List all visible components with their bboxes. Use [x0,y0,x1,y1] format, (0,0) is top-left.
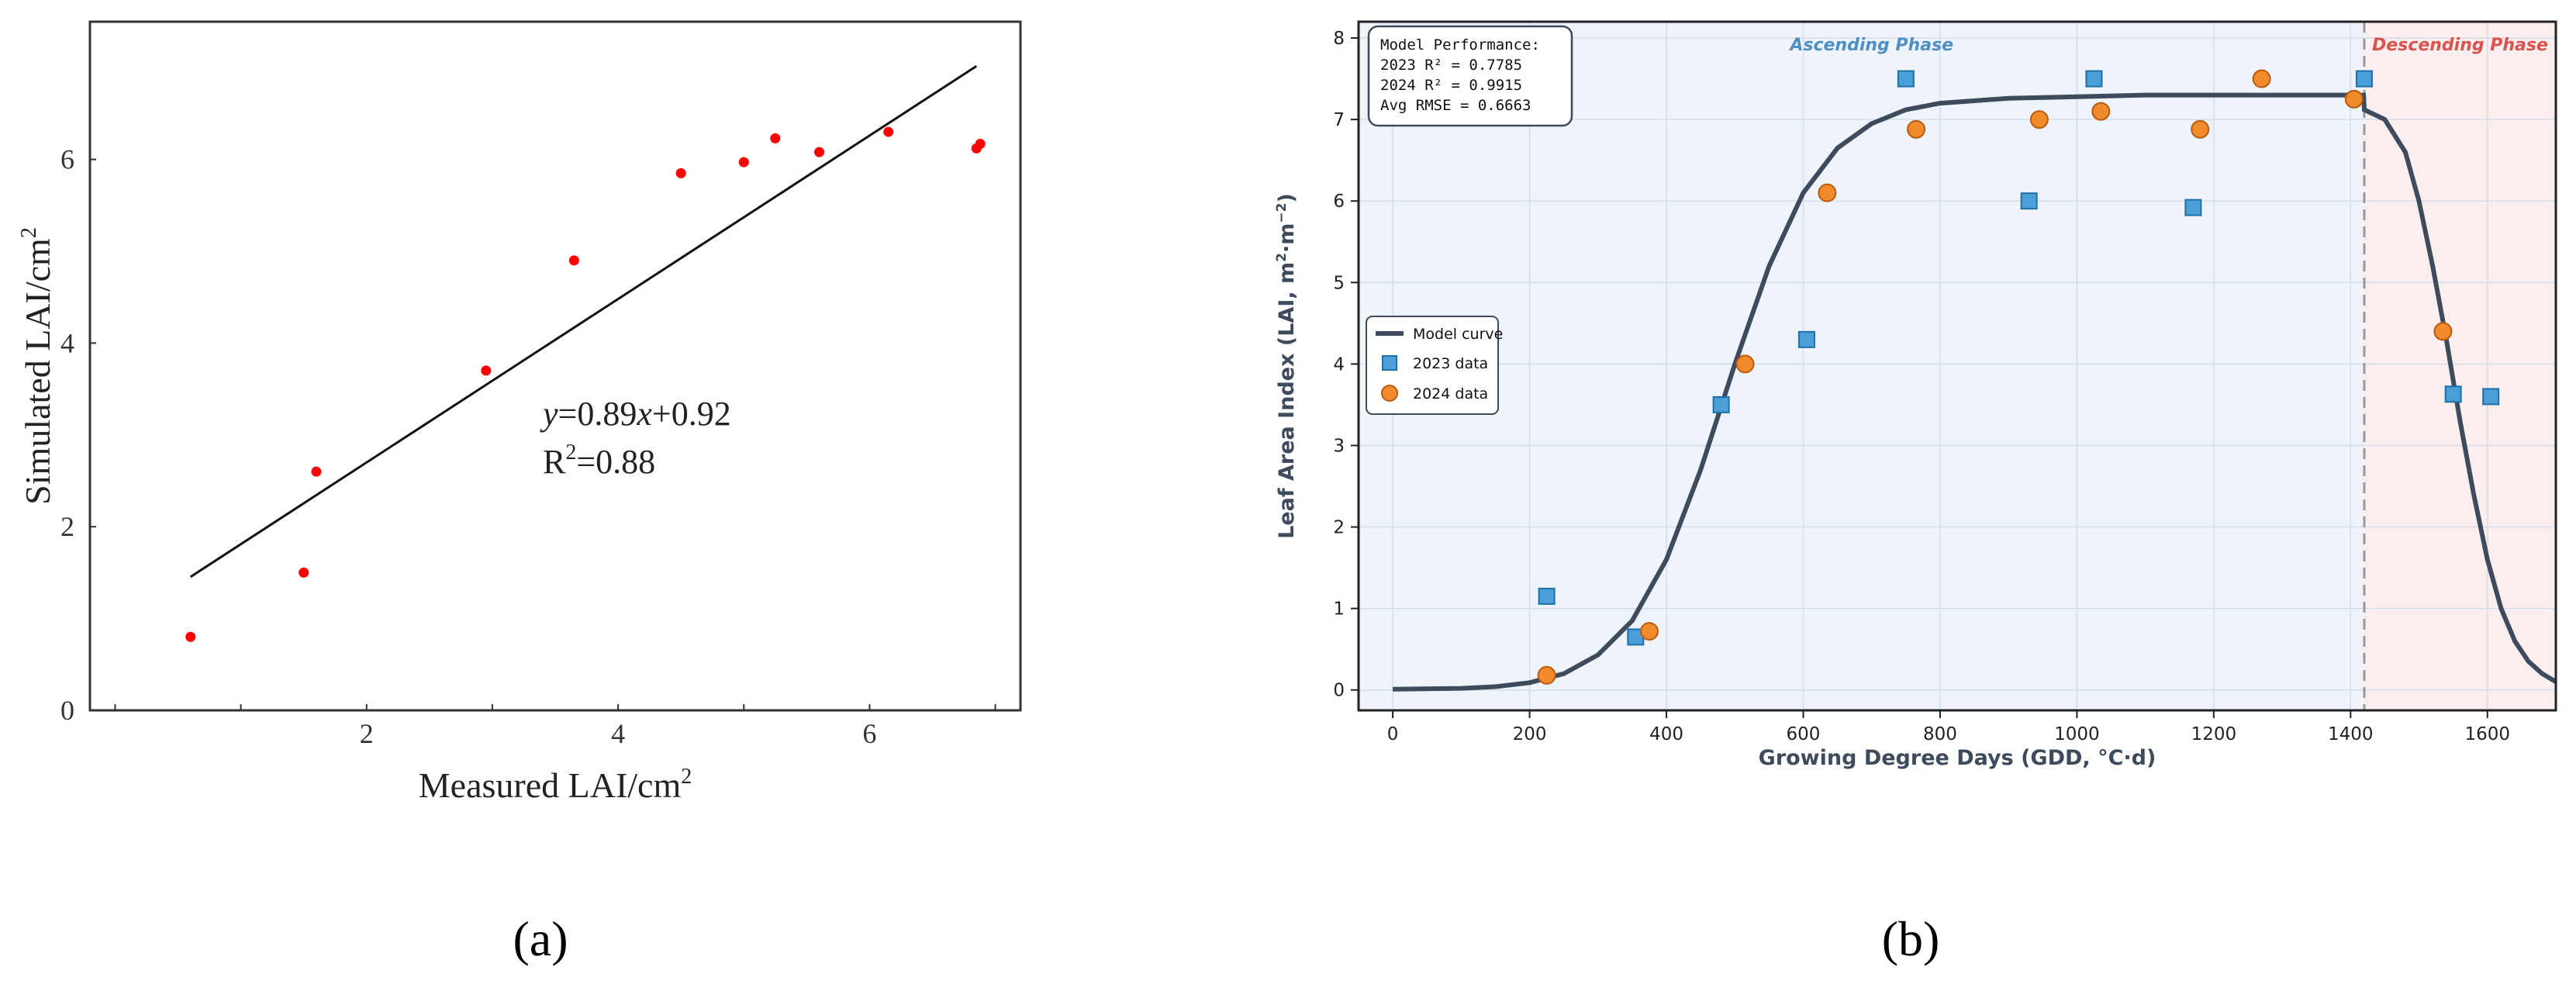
data-point [738,157,749,168]
marker-2023 [1712,396,1730,413]
panel-a-x-axis-label: Measured LAI/cm2 [419,765,692,805]
series-2023-markers [1538,70,2500,646]
data-point [311,466,322,477]
marker-2024 [1735,354,1755,374]
stats-avg-rmse: Avg RMSE = 0.6663 [1380,97,1531,114]
marker-2024 [1907,119,1926,139]
series-2024-markers [1537,69,2453,685]
stats-title: Model Performance: [1380,36,1540,54]
y-tick-label: 6 [60,144,74,175]
panel-b-ticks [1351,37,2488,718]
marker-2023 [2355,70,2373,88]
y-tick-label: 8 [1333,29,1345,49]
y-tick-label: 6 [1333,192,1345,212]
panel-b: 0 200 400 600 800 1000 1200 1400 1600 0 1 2 3 4 5 6 7 8 A… [1274,20,2557,966]
panel-a-fit-line [189,64,978,579]
x-tick-label: 200 [1513,724,1547,744]
marker-2024 [2029,110,2049,130]
panel-a: 2 4 6 0 2 4 6 y=0.89x+0.92 R2=0.88 Measured LA… [17,20,1022,966]
data-point [883,126,894,137]
marker-2024 [2091,102,2111,121]
marker-2023 [2184,199,2202,216]
x-tick-label: 1600 [2464,724,2510,744]
data-point [770,133,781,143]
marker-2024 [2344,89,2364,109]
panel-a-axes-frame [88,20,1022,712]
panel-a-fit-equation: y=0.89x+0.92 [540,395,731,433]
marker-2024 [2252,69,2271,88]
data-point [814,147,825,157]
x-tick-label: 1000 [2054,724,2100,744]
x-tick-label: 1400 [2328,724,2374,744]
model-performance-box: Model Performance: 2023 R² = 0.7785 2024… [1367,25,1573,127]
legend-2024-label: 2024 data [1413,385,1488,402]
y-tick-label: 5 [1333,273,1345,293]
data-point [299,567,309,578]
panel-b-x-axis-label: Growing Degree Days (GDD, °C·d) [1759,746,2156,770]
stats-box-frame [1367,25,1573,127]
model-curve [1393,92,2557,692]
panel-b-label: (b) [1882,911,1940,966]
marker-2024 [1639,622,1659,641]
y-tick-label: 0 [60,695,74,726]
legend-2023-label: 2023 data [1413,355,1488,372]
legend: Model curve 2023 data 2024 data [1366,316,1503,415]
marker-2024 [2433,322,2453,341]
marker-2023 [2444,385,2462,403]
y-tick-label: 4 [60,327,74,358]
y-tick-label: 1 [1333,599,1345,620]
x-tick-label: 1200 [2191,724,2237,744]
panel-b-y-axis-label: Leaf Area Index (LAI, m2·m−2) [1274,193,1299,539]
y-tick-label: 4 [1333,354,1345,375]
descending-phase-label: Descending Phase [2372,36,2548,55]
panel-a-tick-labels: 2 4 6 0 2 4 6 [60,144,876,749]
data-point [481,365,492,376]
marker-2023 [1797,330,1815,348]
data-point [675,168,686,178]
y-tick-label: 7 [1333,110,1345,130]
x-tick-label: 2 [360,718,374,749]
marker-2023 [2020,192,2038,210]
stats-2023-r2: 2023 R² = 0.7785 [1380,57,1522,74]
marker-2023 [1538,587,1556,605]
panel-a-label: (a) [513,911,568,966]
y-tick-label: 2 [60,511,74,542]
x-tick-label: 400 [1649,724,1683,744]
marker-2023 [2085,70,2103,88]
panel-b-tick-labels: 0 200 400 600 800 1000 1200 1400 1600 0 1 2 3 4 5 6 7 8 [1333,29,2510,744]
x-tick-label: 0 [1387,724,1399,744]
x-tick-label: 600 [1787,724,1821,744]
descending-phase-region [2364,22,2556,710]
ascending-phase-label: Ascending Phase [1788,36,1953,55]
marker-2024 [1537,665,1556,685]
stats-2024-r2: 2024 R² = 0.9915 [1380,77,1522,94]
y-tick-label: 3 [1333,436,1345,456]
panel-a-y-axis-label: Simulated LAI/cm2 [17,227,57,505]
x-tick-label: 4 [611,718,625,749]
data-point [185,631,196,642]
panel-a-ticks [90,158,996,711]
x-tick-label: 6 [862,718,876,749]
data-point [568,255,579,266]
y-tick-label: 2 [1333,518,1345,538]
panel-a-points [185,126,986,642]
marker-2024 [1818,183,1837,202]
legend-2024-swatch [1381,385,1398,402]
marker-2023 [1897,70,1915,88]
marker-2024 [2191,119,2210,139]
panel-a-r2-label: R2=0.88 [543,440,655,481]
data-point [975,138,986,149]
legend-model-curve-label: Model curve [1413,326,1503,343]
marker-2023 [2482,388,2500,406]
x-tick-label: 800 [1923,724,1957,744]
y-tick-label: 0 [1333,681,1345,701]
legend-frame [1366,316,1499,415]
legend-2023-swatch [1382,355,1397,371]
panel-b-axes-frame [1357,20,2557,712]
